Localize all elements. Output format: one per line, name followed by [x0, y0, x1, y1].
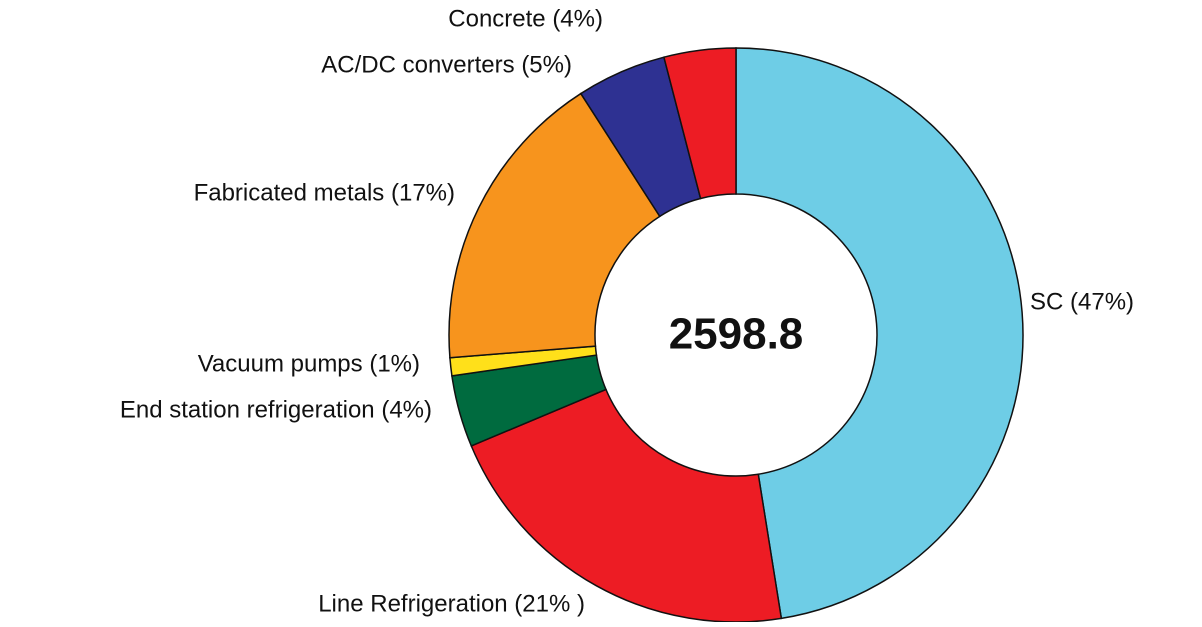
donut-slice [448, 92, 661, 359]
slice-label: End station refrigeration (4%) [120, 396, 432, 423]
donut-slice [735, 47, 1024, 620]
slice-label: Vacuum pumps (1%) [198, 350, 420, 377]
donut-slice [663, 47, 737, 200]
slice-label: Line Refrigeration (21% ) [318, 590, 585, 617]
slice-label: AC/DC converters (5%) [321, 51, 572, 78]
slice-label: SC (47%) [1030, 288, 1134, 315]
donut-slice [470, 388, 783, 623]
slice-label: Fabricated metals (17%) [194, 179, 455, 206]
slice-label: Concrete (4%) [448, 5, 603, 32]
center-label: 2598.8 [669, 310, 804, 359]
